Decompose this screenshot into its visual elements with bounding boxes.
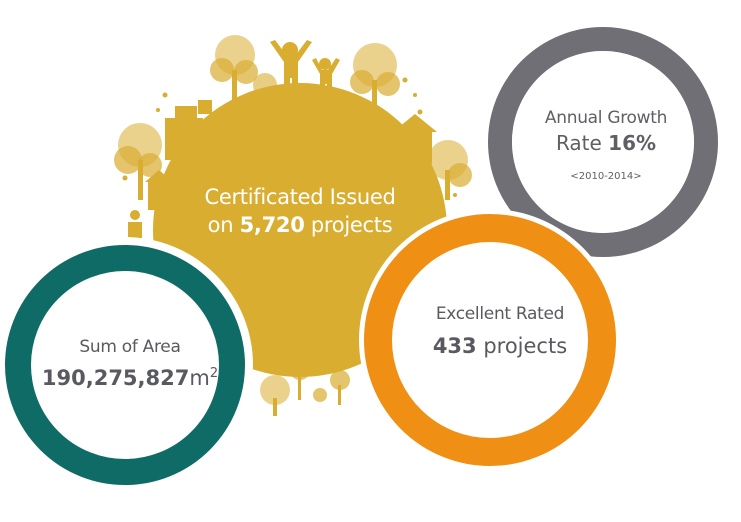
area-stat: Sum of Area 190,275,827m2 [30, 337, 230, 390]
area-value: 190,275,827 [41, 366, 190, 390]
growth-value: 16% [608, 131, 657, 155]
area-ring-gap [0, 237, 253, 493]
area-ring [5, 245, 245, 485]
area-unit: m [189, 366, 210, 390]
certificates-label: Certificated Issued [204, 185, 396, 209]
certificates-prefix: on [207, 213, 240, 237]
certificates-value: 5,720 [239, 213, 305, 237]
excellent-value: 433 [432, 334, 477, 358]
certificates-value-line: on 5,720 projects [150, 213, 450, 237]
excellent-label: Excellent Rated [435, 304, 565, 324]
area-label: Sum of Area [79, 337, 181, 357]
area-value-line: 190,275,827m2 [30, 366, 230, 390]
excellent-unit: projects [476, 334, 568, 358]
area-unit-sup: 2 [209, 366, 219, 381]
excellent-ring [364, 214, 616, 466]
growth-stat: Annual Growth Rate 16% <2010-2014> [531, 108, 681, 182]
people-figures-icon [128, 40, 340, 238]
growth-label: Annual Growth [544, 108, 668, 128]
certificates-stat: Certificated Issued on 5,720 projects [150, 185, 450, 237]
growth-range: <2010-2014> [570, 171, 642, 182]
excellent-value-line: 433 projects [405, 334, 595, 358]
certificates-suffix: projects [304, 213, 393, 237]
growth-ring [488, 27, 718, 257]
excellent-ring-gap [359, 209, 621, 471]
growth-value-line: Rate 16% [531, 131, 681, 155]
excellent-stat: Excellent Rated 433 projects [405, 304, 595, 358]
growth-prefix: Rate [555, 131, 609, 155]
